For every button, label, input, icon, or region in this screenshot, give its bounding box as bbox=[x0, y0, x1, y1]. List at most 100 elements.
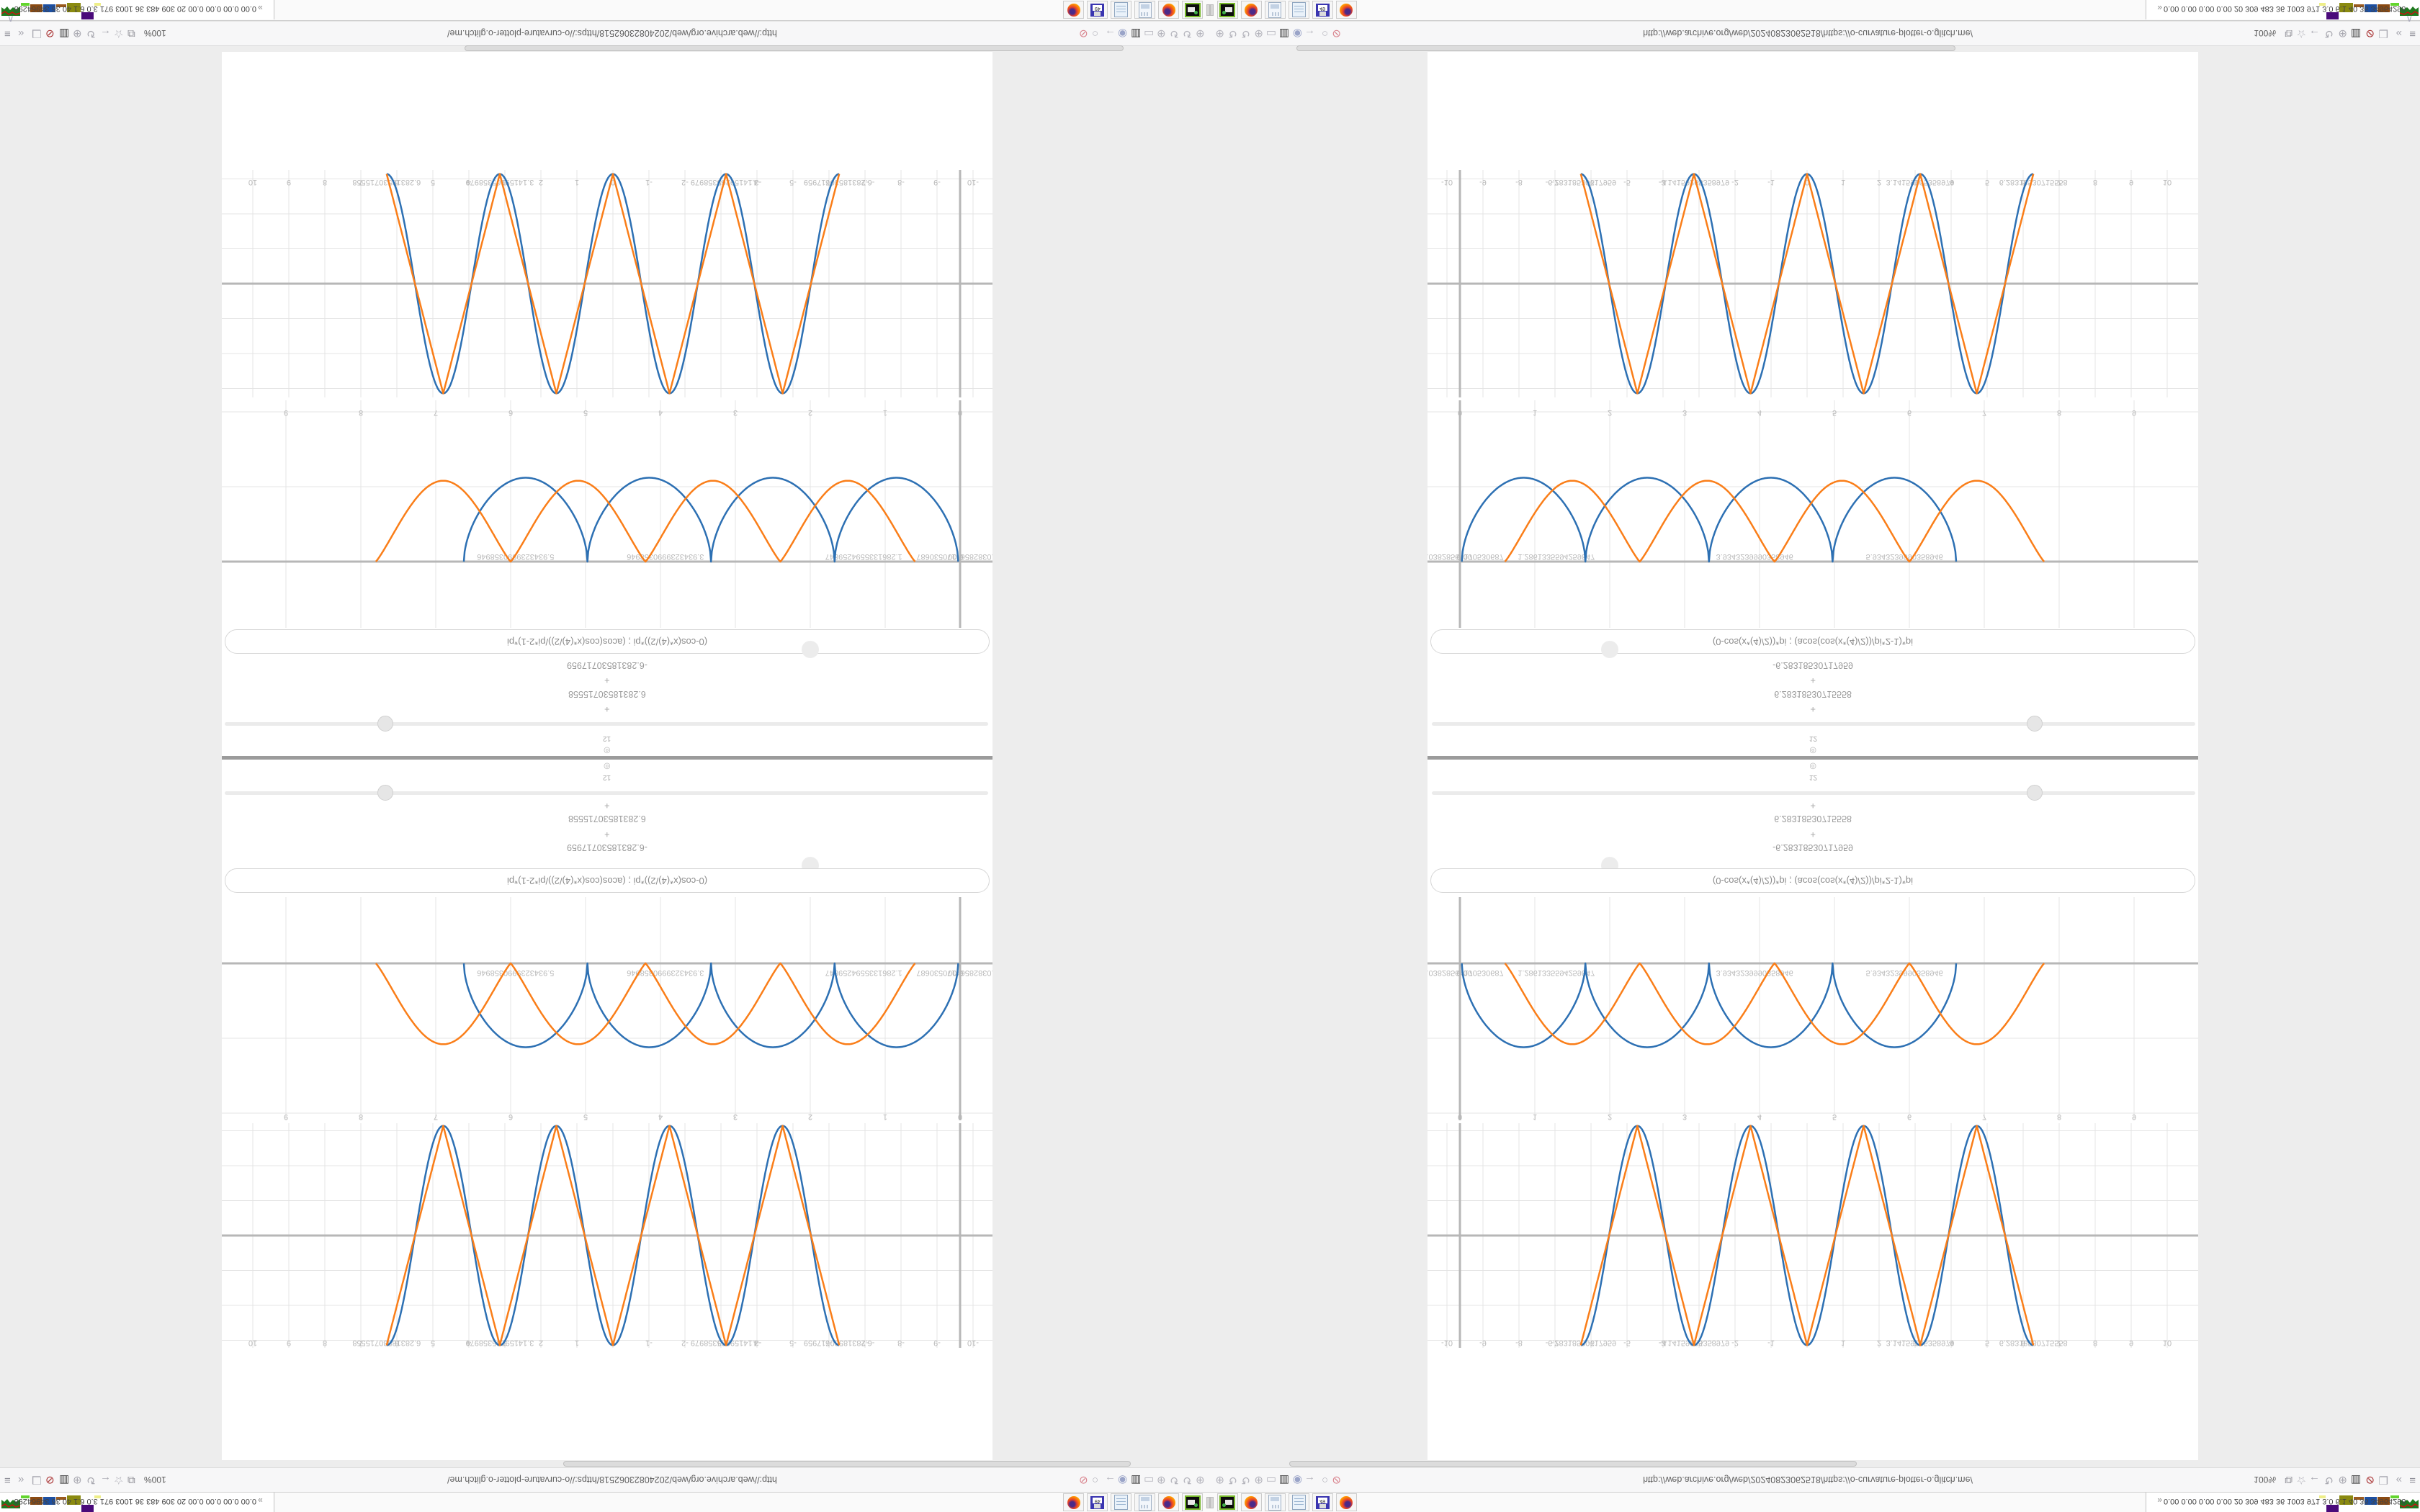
star-icon[interactable]: ☆ bbox=[114, 27, 124, 40]
stepper-plus[interactable]: + bbox=[222, 704, 992, 715]
dock-item-app-window[interactable] bbox=[1134, 1493, 1155, 1511]
globe-icon[interactable]: ⊕ bbox=[1157, 27, 1166, 40]
stepper-plus[interactable]: + bbox=[222, 829, 992, 840]
chart-inner-top[interactable]: 0 1 2 3 4 5 6 7 8 9 0.00 0.03828564170530687 1.28613… bbox=[1422, 400, 2198, 628]
chart-outer-bottom[interactable]: -10 -9 -8 -7 -6 -5 -4 -3 -2 -1 0 1 2 3 4 5 6 7 8 9 10 -6.2831… bbox=[222, 1123, 992, 1348]
dock-item-firefox[interactable] bbox=[1241, 1, 1262, 19]
slider-lower[interactable] bbox=[225, 785, 988, 801]
pencil-off-icon[interactable]: ⊘ bbox=[1332, 1474, 1341, 1486]
dock-item-terminal-green[interactable] bbox=[1217, 1, 1238, 19]
slider-handle[interactable] bbox=[377, 785, 393, 801]
address-bar[interactable]: http://web.archive.org/web/2024082306251… bbox=[367, 1475, 857, 1485]
stepper-plus[interactable]: + bbox=[222, 675, 992, 686]
horizontal-scrollbar-top[interactable] bbox=[1210, 45, 2420, 52]
globe-icon[interactable]: ⊕ bbox=[1157, 1474, 1166, 1486]
slider-track[interactable] bbox=[1432, 722, 2195, 726]
stepper-plus[interactable]: + bbox=[1428, 675, 2198, 686]
reload-icon[interactable]: ↻ bbox=[1170, 27, 1179, 40]
dock-item-notes[interactable] bbox=[1289, 1493, 1309, 1511]
trash-icon[interactable]: ▥ bbox=[1278, 27, 1289, 40]
globe2-icon[interactable]: ⊕ bbox=[1215, 1474, 1224, 1486]
thumbs-bubble-icon[interactable]: ❑ bbox=[2378, 1474, 2388, 1486]
pager-window[interactable] bbox=[2326, 12, 2339, 19]
pager-window[interactable] bbox=[56, 4, 66, 7]
badge-icon[interactable]: ◉ bbox=[1118, 27, 1128, 40]
dock-item-firefox[interactable] bbox=[1336, 1493, 1357, 1511]
egg-icon[interactable]: ○ bbox=[1321, 1474, 1328, 1486]
dock-item-notes[interactable] bbox=[1111, 1493, 1131, 1511]
pencil-off-icon[interactable]: ⊘ bbox=[1332, 27, 1341, 40]
dock-item-firefox[interactable] bbox=[1336, 1, 1357, 19]
slider-handle[interactable] bbox=[2027, 785, 2043, 801]
dock-item-app-window[interactable] bbox=[1265, 1493, 1286, 1511]
slider-track[interactable] bbox=[225, 722, 988, 726]
reload-icon[interactable]: ↻ bbox=[2324, 27, 2334, 40]
chart-outer-bottom[interactable]: -10 -9 -8 -7 -6 -5 -4 -3 -2 -1 0 1 2 3 4 5 6 7 8 9 10 -6.2831… bbox=[1428, 1123, 2198, 1348]
workspace-pager[interactable] bbox=[1, 1, 101, 19]
reload-icon[interactable]: ↻ bbox=[1241, 1474, 1250, 1486]
globe-icon[interactable]: ⊕ bbox=[2338, 27, 2347, 40]
globe-icon[interactable]: ⊕ bbox=[2338, 1474, 2347, 1486]
dock-item-terminal-green[interactable] bbox=[1182, 1, 1203, 19]
star-icon[interactable]: ☆ bbox=[114, 1474, 124, 1486]
zoom-level-label[interactable]: 100% bbox=[144, 1475, 166, 1485]
pager-window[interactable] bbox=[30, 1497, 42, 1505]
globe2-icon[interactable]: ⊕ bbox=[1196, 1474, 1205, 1486]
workspace-pager[interactable] bbox=[2319, 1494, 2419, 1512]
pager-window[interactable] bbox=[81, 1505, 94, 1512]
page-flag-icon[interactable]: ⧉ bbox=[127, 27, 135, 40]
pager-window[interactable] bbox=[94, 3, 101, 6]
pager-window[interactable] bbox=[1, 1495, 21, 1508]
address-bar[interactable]: http://web.archive.org/web/2024082306251… bbox=[367, 28, 857, 38]
dock-item-firefox[interactable] bbox=[1063, 1, 1084, 19]
pager-window[interactable] bbox=[21, 3, 30, 6]
globe-icon[interactable]: ⊕ bbox=[1254, 27, 1263, 40]
star-icon[interactable]: ☆ bbox=[2296, 27, 2306, 40]
overflow-chevron-icon[interactable]: » bbox=[258, 3, 263, 13]
chart-inner-bottom[interactable]: 0 1 2 3 4 5 6 7 8 9 0.00 0.03828564170530687 1.28613… bbox=[1422, 897, 2198, 1121]
drag-handle-dot[interactable] bbox=[802, 641, 819, 658]
badge-icon[interactable]: ◉ bbox=[1118, 1474, 1128, 1486]
page-flag-icon[interactable]: ⧉ bbox=[127, 1474, 135, 1486]
dock-item-floppy-49[interactable]: 49 bbox=[1312, 1, 1333, 19]
globe-icon[interactable]: ⊕ bbox=[73, 1474, 82, 1486]
scrollbar-thumb[interactable] bbox=[1289, 1461, 1857, 1467]
reload-icon[interactable]: ↻ bbox=[86, 1474, 96, 1486]
scrollbar-thumb[interactable] bbox=[1296, 45, 1955, 51]
forward-arrow-icon[interactable]: → bbox=[1304, 27, 1315, 40]
chart-inner-bottom[interactable]: 0 1 2 3 4 5 6 7 8 9 0.00 0.03828564170530687 1.28613… bbox=[222, 897, 998, 1121]
pager-window[interactable] bbox=[1, 3, 21, 16]
badge-icon[interactable]: ◉ bbox=[1292, 1474, 1302, 1486]
egg-icon[interactable]: ○ bbox=[1321, 27, 1328, 40]
slider-handle[interactable] bbox=[377, 716, 393, 732]
overflow-chevron-icon[interactable]: » bbox=[2157, 3, 2162, 13]
chevrons-back-icon[interactable]: « bbox=[18, 27, 24, 40]
trash-icon[interactable]: ▥ bbox=[1131, 27, 1142, 40]
slider-upper[interactable] bbox=[1432, 716, 2195, 732]
formula-input-top[interactable]: (0-cos(x*(4)/2))*pi ; (acos(cos(x*(4)/2)… bbox=[1430, 629, 2195, 654]
reload2-icon[interactable]: ↻ bbox=[1183, 1474, 1192, 1486]
trash-icon[interactable]: ▥ bbox=[1131, 1474, 1142, 1486]
dock-item-floppy-49[interactable]: 49 bbox=[1087, 1493, 1108, 1511]
pager-window[interactable] bbox=[94, 1495, 101, 1498]
formula-input-top[interactable]: (0-cos(x*(4)/2))*pi ; (acos(cos(x*(4)/2)… bbox=[225, 629, 990, 654]
menu-icon[interactable]: ≡ bbox=[2409, 27, 2416, 40]
pager-window[interactable] bbox=[81, 12, 94, 19]
page-flag-icon[interactable]: ⧉ bbox=[2285, 27, 2293, 40]
trash-icon[interactable]: ▥ bbox=[2350, 27, 2361, 40]
dock-item-notes[interactable] bbox=[1289, 1, 1309, 19]
menu-icon[interactable]: ≡ bbox=[4, 1474, 11, 1486]
forward-arrow-icon[interactable]: → bbox=[1304, 1474, 1315, 1486]
pager-window[interactable] bbox=[67, 3, 81, 12]
pager-window[interactable] bbox=[2399, 1495, 2419, 1508]
egg-icon[interactable]: ○ bbox=[1092, 27, 1099, 40]
reload-icon[interactable]: ↻ bbox=[1170, 1474, 1179, 1486]
dock-item-notes[interactable] bbox=[1111, 1, 1131, 19]
drag-handle-dot[interactable] bbox=[1601, 641, 1618, 658]
formula-input-bottom[interactable]: (0-cos(x*(4)/2))*pi ; (acos(cos(x*(4)/2)… bbox=[225, 868, 990, 893]
settings-dot[interactable]: ◎ bbox=[1428, 762, 2198, 771]
globe-icon[interactable]: ⊕ bbox=[1254, 1474, 1263, 1486]
thumbs-bubble-icon[interactable]: ❑ bbox=[2378, 27, 2388, 40]
thumbs-bubble-icon[interactable]: ❑ bbox=[32, 1474, 42, 1486]
pencil-off-icon[interactable]: ⊘ bbox=[1079, 27, 1088, 40]
